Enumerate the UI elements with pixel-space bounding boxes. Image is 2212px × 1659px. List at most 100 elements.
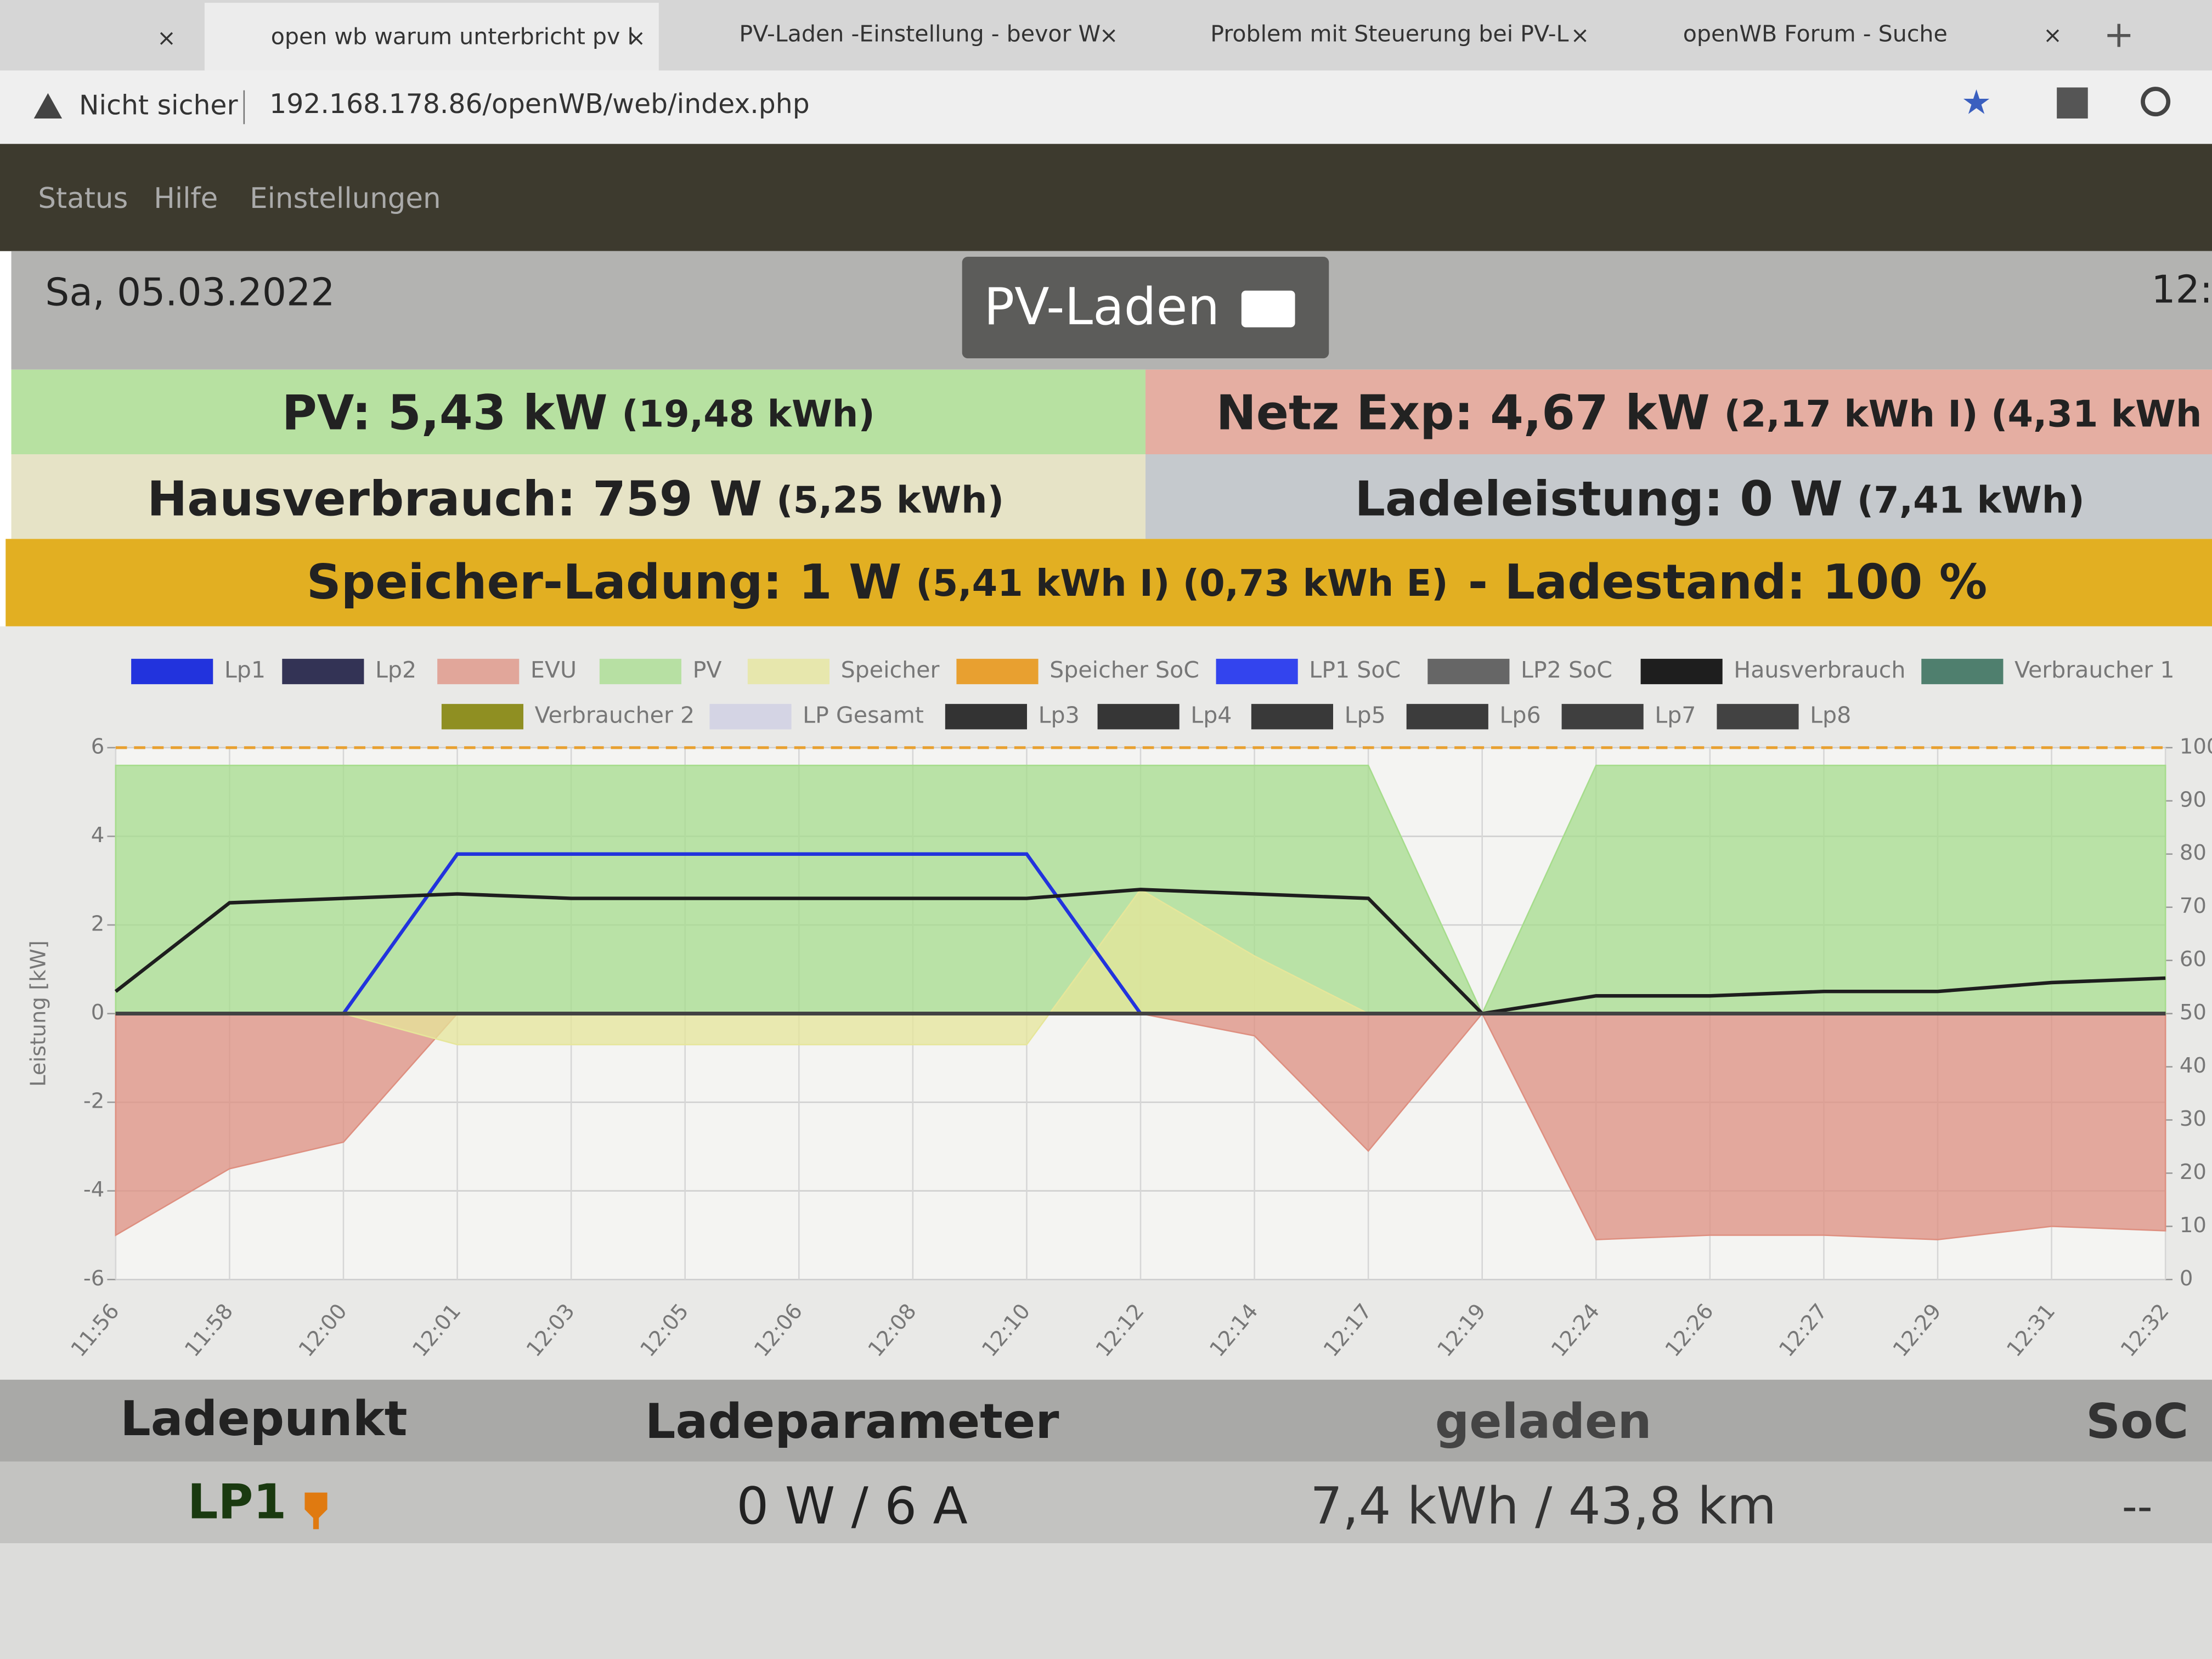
active-tab[interactable] [204,3,659,71]
security-label[interactable]: Nicht sicher [79,89,238,121]
legend-swatch[interactable] [1427,658,1510,685]
time: 12: [2151,268,2212,312]
legend-label[interactable]: Speicher [841,657,940,683]
legend-swatch[interactable] [437,658,520,685]
legend-label[interactable]: Speicher SoC [1049,657,1199,683]
tab-close[interactable]: × [1099,22,1118,48]
bookmark-star[interactable]: ★ [1961,82,1991,122]
charging-power: Ladeleistung: 0 W [1355,471,1843,527]
legend-swatch[interactable] [945,704,1027,730]
legend-swatch[interactable] [131,658,213,685]
legend-swatch[interactable] [441,704,523,730]
storage-row [5,539,2212,627]
mode-label[interactable]: PV-Laden [984,277,1220,336]
legend-label[interactable]: Lp6 [1499,702,1541,728]
tab-close[interactable]: × [1571,22,1589,48]
y2-tick-label: 0 [2180,1266,2193,1291]
area [115,1012,2166,1240]
legend-label[interactable]: Lp3 [1039,702,1080,728]
column-header: Ladepunkt [120,1391,407,1447]
tab-title[interactable]: open wb warum unterbricht pv l [271,23,634,49]
tab-title[interactable]: PV-Laden -Einstellung - bevor W [739,20,1101,47]
legend-swatch[interactable] [1561,704,1644,730]
pv-summary: PV: 5,43 kW (19,48 kWh) [282,385,875,441]
legend-label[interactable]: Lp4 [1190,702,1232,728]
legend-label[interactable]: Lp8 [1810,702,1851,728]
column-header: geladen [1435,1393,1652,1449]
column-header: Ladeparameter [645,1393,1059,1449]
legend-swatch[interactable] [956,658,1039,685]
legend-label[interactable]: Lp2 [375,657,416,683]
y-tick-label: -6 [83,1266,104,1291]
y2-tick-label: 20 [2180,1160,2207,1184]
zoom-icon[interactable] [2141,87,2171,117]
chart: -6-4-20246010203040506070809010011:5611:… [26,657,2212,1362]
grid-row [1146,369,2212,454]
navbar [0,144,2212,251]
legend-label[interactable]: Verbraucher 2 [535,702,695,728]
grid-power: Netz Exp: 4,67 kW [1216,385,1710,441]
y-tick-label: -4 [83,1177,104,1202]
address-bar [0,70,2212,144]
house-summary: Hausverbrauch: 759 W (5,25 kWh) [147,471,1004,527]
url[interactable]: 192.168.178.86/openWB/web/index.php [269,88,810,120]
legend-swatch[interactable] [1717,704,1799,730]
plug-icon [304,1492,328,1530]
nav-link[interactable]: Status [38,182,128,215]
mode-button[interactable] [962,257,1329,359]
y2-tick-label: 10 [2180,1213,2207,1238]
legend-swatch[interactable] [1921,658,2004,685]
legend-label[interactable]: LP1 SoC [1309,657,1401,683]
soc: -- [2122,1482,2153,1531]
y-axis-label: Leistung [kW] [26,940,51,1087]
warning-icon [33,93,63,119]
nav-link[interactable]: Hilfe [154,182,218,215]
legend-label[interactable]: LP Gesamt [803,702,924,728]
legend-swatch[interactable] [1251,704,1333,730]
legend-label[interactable]: Hausverbrauch [1734,657,1905,683]
legend-label[interactable]: Lp7 [1655,702,1696,728]
tab-close[interactable]: × [2043,22,2062,48]
legend-swatch[interactable] [1406,704,1488,730]
charge-point[interactable]: LP1 [188,1474,287,1530]
table-row [0,1462,2212,1544]
legend-swatch[interactable] [747,658,830,685]
legend-label[interactable]: Verbraucher 1 [2015,657,2175,683]
tab-close[interactable]: × [627,25,645,51]
column-header: SoC [2086,1393,2188,1449]
legend-label[interactable]: Lp5 [1345,702,1386,728]
tab-title[interactable]: openWB Forum - Suche [1683,20,1948,47]
legend-swatch[interactable] [1640,658,1723,685]
tab-title[interactable]: Problem mit Steuerung bei PV-L [1210,20,1568,47]
legend-swatch[interactable] [282,658,364,685]
tab-close[interactable]: × [157,25,176,51]
legend-label[interactable]: Lp1 [224,657,266,683]
charge-parameters: 0 W / 6 A [736,1476,968,1536]
y-tick-label: 4 [91,823,105,848]
y2-tick-label: 70 [2180,894,2207,918]
house-power: Hausverbrauch: 759 W [147,471,762,527]
extension-icon[interactable] [2057,87,2088,119]
storage-state: - Ladestand: 100 % [1468,554,1988,610]
grid-energy: (2,17 kWh I) (4,31 kWh E) [1724,392,2212,435]
table-header [0,1379,2212,1462]
y2-tick-label: 90 [2180,787,2207,812]
legend-swatch[interactable] [709,704,792,730]
y-tick-label: 2 [91,912,105,936]
y2-tick-label: 100 [2180,734,2212,759]
storage-summary: Speicher-Ladung: 1 W (5,41 kWh I) (0,73 k… [307,554,1988,610]
legend-swatch[interactable] [1097,704,1180,730]
storage-power: Speicher-Ladung: 1 W [307,554,902,610]
legend-label[interactable]: PV [693,657,722,683]
new-tab[interactable]: + [2103,13,2134,55]
legend-label[interactable]: EVU [531,657,577,683]
nav-link[interactable]: Einstellungen [250,182,441,215]
legend-swatch[interactable] [1216,658,1298,685]
legend-swatch[interactable] [599,658,681,685]
y-tick-label: 6 [91,734,105,759]
y2-tick-label: 40 [2180,1053,2207,1078]
pv-power: PV: 5,43 kW [282,385,608,441]
y2-tick-label: 30 [2180,1107,2207,1131]
legend-label[interactable]: LP2 SoC [1521,657,1612,683]
